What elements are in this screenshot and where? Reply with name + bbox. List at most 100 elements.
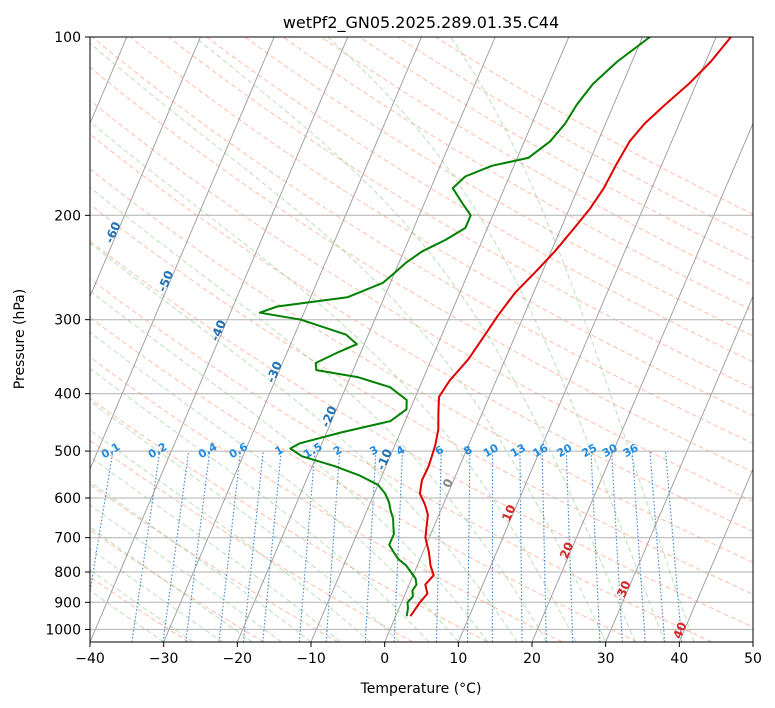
mixing-ratio-line <box>565 451 574 642</box>
moist-adiabat <box>90 456 341 642</box>
y-tick-label: 800 <box>54 565 81 581</box>
moist-adiabat <box>90 290 489 642</box>
dry-adiabat <box>320 37 753 287</box>
mixing-ratio-line <box>435 451 442 642</box>
moist-adiabat <box>90 121 577 642</box>
dry-adiabat <box>90 168 753 563</box>
moist-adiabat <box>90 589 164 642</box>
mixing-ratio-line <box>610 451 623 642</box>
moist-adiabat <box>327 37 666 642</box>
dry-adiabat <box>90 278 712 642</box>
isotherm <box>752 640 753 642</box>
mixing-ratio-line <box>298 451 316 642</box>
x-tick-label: −20 <box>223 651 253 667</box>
isotherm <box>236 37 496 642</box>
mixing-ratio-line <box>519 451 523 642</box>
isotherm-label: -80 <box>0 127 16 152</box>
plot-area <box>90 37 753 642</box>
isotherm <box>90 37 201 298</box>
isotherms <box>90 37 753 642</box>
isotherm <box>310 37 570 642</box>
x-tick-label: 30 <box>597 651 615 667</box>
plot-frame <box>89 36 754 643</box>
isotherm-label: 20 <box>557 540 576 561</box>
dry-adiabat <box>90 203 753 595</box>
y-axis-label: Pressure (hPa) <box>12 289 28 389</box>
dry-adiabats <box>90 37 753 642</box>
x-tick-label: −30 <box>149 651 179 667</box>
y-tick-label: 100 <box>54 30 81 46</box>
temperature-line <box>409 37 732 617</box>
moist-adiabat <box>90 569 194 642</box>
mixing-ratio-line <box>185 451 211 642</box>
isotherm-label: 40 <box>670 620 689 641</box>
y-tick-label: 500 <box>54 444 81 460</box>
x-tick-label: −10 <box>296 651 326 667</box>
dry-adiabat <box>244 37 753 337</box>
y-tick-label: 600 <box>54 491 81 507</box>
mixing-ratio-line <box>90 451 114 596</box>
y-tick-label: 400 <box>54 387 81 403</box>
isotherm <box>384 37 643 642</box>
mixing-ratio-line <box>664 451 683 642</box>
x-tick-label: −40 <box>75 651 105 667</box>
mixing-ratio-line <box>162 451 190 642</box>
mixing-ratio-line <box>218 451 242 642</box>
isotherm <box>90 37 275 471</box>
dry-adiabat <box>130 37 753 417</box>
mixing-ratio-line <box>590 451 601 642</box>
isotherm <box>90 37 349 642</box>
moist-adiabat <box>90 526 253 642</box>
mixing-ratio-line <box>325 451 341 642</box>
isotherm-label: -70 <box>48 174 69 199</box>
chart-title: wetPf2_GN05.2025.289.01.35.C44 <box>283 13 559 33</box>
isotherm <box>457 37 717 642</box>
dewpoint-line <box>258 37 651 617</box>
mixing-ratio-line <box>131 451 161 642</box>
isotherm <box>531 122 753 642</box>
mixing-ratio-labels: 0.1 0.2 0.4 0.6 1 1.5 2 3 4 6 8 10 13 16 20 25 30 36 <box>99 440 641 461</box>
y-tick-label: 900 <box>54 595 81 611</box>
dry-adiabat <box>359 37 753 262</box>
mixing-ratio-line <box>242 451 264 642</box>
isobars <box>90 37 753 630</box>
isotherm-label: 30 <box>614 579 633 600</box>
mixing-ratio-line <box>364 451 377 642</box>
x-tick-label: 50 <box>744 651 762 667</box>
y-axis-ticks: 100 200 300 400 500 600 700 800 900 1000 <box>45 30 90 638</box>
dry-adiabat <box>90 440 414 642</box>
y-tick-label: 300 <box>54 313 81 329</box>
moist-adiabat <box>90 367 430 642</box>
mixing-ratio-line <box>631 451 646 642</box>
isotherm <box>605 295 753 642</box>
y-tick-label: 200 <box>54 208 81 224</box>
y-tick-label: 1000 <box>45 622 81 638</box>
mixing-ratio-line <box>393 451 404 642</box>
x-tick-label: 10 <box>449 651 467 667</box>
y-tick-label: 700 <box>54 531 81 547</box>
x-tick-label: 0 <box>380 651 389 667</box>
moist-adiabat <box>90 242 518 642</box>
dry-adiabat <box>206 37 753 363</box>
dry-adiabat <box>90 133 753 533</box>
dry-adiabat <box>90 66 753 473</box>
x-axis-ticks: −40 −30 −20 −10 0 10 20 30 40 50 <box>75 642 762 667</box>
isotherm <box>163 37 422 642</box>
x-axis-label: Temperature (°C) <box>360 681 482 697</box>
moist-adiabat <box>90 186 548 642</box>
mixing-ratio-line <box>466 451 471 642</box>
mixing-ratio-line <box>649 451 666 642</box>
moist-adiabat <box>90 429 371 642</box>
isotherm <box>678 467 753 642</box>
mixing-ratio-line <box>262 451 282 642</box>
moist-adiabat <box>90 548 223 642</box>
dry-adiabat <box>90 240 753 628</box>
moist-adiabat <box>450 37 695 642</box>
isotherm-label: 10 <box>499 503 518 524</box>
sounding-series <box>258 37 732 617</box>
x-tick-label: 20 <box>523 651 541 667</box>
mixing-ratio-lines <box>90 451 683 642</box>
x-tick-label: 40 <box>670 651 688 667</box>
dry-adiabat <box>90 529 264 642</box>
